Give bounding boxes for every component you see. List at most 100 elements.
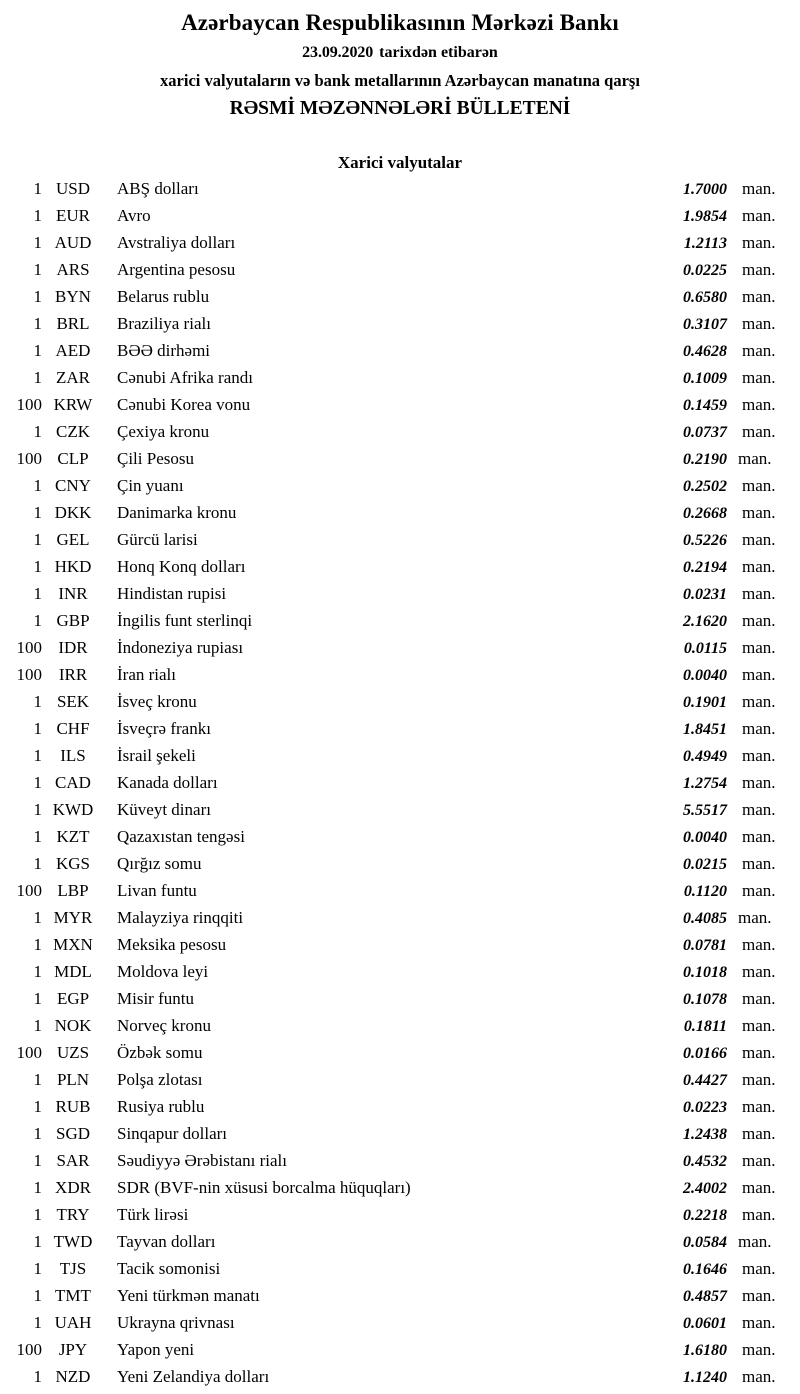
currency-unit-label: man. <box>742 341 776 360</box>
currency-unit-label: man. <box>742 800 776 819</box>
currency-unit-label: man. <box>742 935 776 954</box>
currency-quantity: 100 <box>16 1043 43 1062</box>
bulletin-heading: RƏSMİ MƏZƏNNƏLƏRİ BÜLLETENİ <box>229 98 571 119</box>
document-header: Azərbaycan Respublikasının Mərkəzi Bankı… <box>0 0 800 123</box>
currency-code: LBP <box>57 881 89 900</box>
table-row: 1 INR Hindistan rupisi 0.0231 man. <box>0 584 800 611</box>
currency-name: Avro <box>117 206 151 225</box>
currency-quantity: 1 <box>33 962 43 981</box>
currency-name: Malayziya rinqqiti <box>117 908 244 927</box>
currency-code: GEL <box>56 530 90 549</box>
currency-unit-label: man. <box>742 395 776 414</box>
currency-quantity: 1 <box>33 908 43 927</box>
currency-rate-value: 0.1120 <box>683 883 727 900</box>
currency-name: Qırğız somu <box>117 854 202 873</box>
table-row: 1 ZAR Cənubi Afrika randı 0.1009 man. <box>0 368 800 395</box>
currency-name: Avstraliya dolları <box>117 233 236 252</box>
currency-code: IRR <box>58 665 88 684</box>
currency-unit-label: man. <box>742 1313 776 1332</box>
currency-quantity: 1 <box>33 935 43 954</box>
table-row: 1 BRL Braziliya rialı 0.3107 man. <box>0 314 800 341</box>
currency-unit-label: man. <box>742 638 776 657</box>
currency-name: Özbək somu <box>117 1043 203 1062</box>
table-row: 1 XDR SDR (BVF-nin xüsusi borcalma hüquqla… <box>0 1178 800 1205</box>
currency-quantity: 1 <box>33 1286 43 1305</box>
bank-title: Azərbaycan Respublikasının Mərkəzi Bankı <box>181 10 619 35</box>
currency-unit-label: man. <box>742 260 776 279</box>
currency-rate-value: 0.6580 <box>683 289 727 306</box>
currency-name: BƏƏ dirhəmi <box>117 341 211 360</box>
currency-quantity: 1 <box>33 692 43 711</box>
table-row: 1 TRY Türk lirəsi 0.2218 man. <box>0 1205 800 1232</box>
currency-code: XDR <box>55 1178 91 1197</box>
currency-name: Moldova leyi <box>117 962 209 981</box>
currency-name: Türk lirəsi <box>117 1205 189 1224</box>
currency-unit-label: man. <box>742 314 776 333</box>
table-row: 1 HKD Honq Konq dolları 0.2194 man. <box>0 557 800 584</box>
currency-code: USD <box>55 179 90 198</box>
currency-quantity: 1 <box>33 773 43 792</box>
currency-code: MYR <box>53 908 93 927</box>
currency-quantity: 100 <box>16 638 43 657</box>
currency-code: BYN <box>55 287 91 306</box>
currency-quantity: 1 <box>33 557 43 576</box>
currency-unit-label: man. <box>742 773 776 792</box>
currency-code: SEK <box>56 692 90 711</box>
currency-unit-label: man. <box>742 368 776 387</box>
currency-unit-label: man. <box>742 1151 776 1170</box>
table-row: 1 MYR Malayziya rinqqiti 0.4085 man. <box>0 908 800 935</box>
table-row: 1 KWD Küveyt dinarı 5.5517 man. <box>0 800 800 827</box>
currency-quantity: 1 <box>33 287 43 306</box>
currency-name: SDR (BVF-nin xüsusi borcalma hüquqları) <box>117 1178 411 1197</box>
currency-quantity: 1 <box>33 1151 43 1170</box>
currency-code: MXN <box>53 935 93 954</box>
table-row: 1 USD ABŞ dolları 1.7000 man. <box>0 179 800 206</box>
currency-code: AED <box>55 341 91 360</box>
currency-name: Hindistan rupisi <box>117 584 227 603</box>
currency-code: RUB <box>55 1097 91 1116</box>
currency-quantity: 1 <box>33 746 43 765</box>
currency-quantity: 1 <box>33 476 43 495</box>
table-row: 1 NOK Norveç kronu 0.1811 man. <box>0 1016 800 1043</box>
table-row: 1 ILS İsrail şekeli 0.4949 man. <box>0 746 800 773</box>
currency-name: Meksika pesosu <box>117 935 227 954</box>
currency-code: JPY <box>58 1340 88 1359</box>
currency-name: Yeni türkmən manatı <box>117 1286 260 1305</box>
currency-code: DKK <box>54 503 92 522</box>
currency-unit-label: man. <box>742 1259 776 1278</box>
currency-name: Tayvan dolları <box>117 1232 216 1251</box>
exchange-rates-body: 1 USD ABŞ dolları 1.7000 man. 1 EUR Avro 1.9854 m… <box>0 179 800 1394</box>
currency-unit-label: man. <box>742 827 776 846</box>
currency-name: Belarus rublu <box>117 287 210 306</box>
currency-unit-label: man. <box>742 962 776 981</box>
currency-rate-value: 2.1620 <box>683 613 727 630</box>
currency-unit-label: man. <box>742 287 776 306</box>
currency-name: Norveç kronu <box>117 1016 211 1035</box>
currency-name: İndoneziya rupiası <box>117 638 244 657</box>
currency-rate-value: 0.2668 <box>683 505 727 522</box>
currency-name: Cənubi Korea vonu <box>117 395 251 414</box>
currency-rate-value: 0.1009 <box>683 370 727 387</box>
currency-code: UZS <box>56 1043 90 1062</box>
currency-code: KRW <box>53 395 93 414</box>
currency-unit-label: man. <box>742 881 776 900</box>
currency-code: KGS <box>55 854 90 873</box>
currency-unit-label: man. <box>742 1286 776 1305</box>
currency-quantity: 100 <box>16 881 43 900</box>
table-row: 1 AED BƏƏ dirhəmi 0.4628 man. <box>0 341 800 368</box>
currency-rate-value: 0.0584 <box>683 1234 727 1251</box>
table-row: 1 CZK Çexiya kronu 0.0737 man. <box>0 422 800 449</box>
currency-quantity: 1 <box>33 1178 43 1197</box>
table-row: 1 UAH Ukrayna qrivnası 0.0601 man. <box>0 1313 800 1340</box>
currency-quantity: 1 <box>33 1232 43 1251</box>
table-row: 1 EGP Misir funtu 0.1078 man. <box>0 989 800 1016</box>
currency-code: TRY <box>56 1205 90 1224</box>
currency-rate-value: 0.3107 <box>683 316 727 333</box>
currency-name: Sinqapur dolları <box>117 1124 228 1143</box>
currency-quantity: 1 <box>33 368 43 387</box>
currency-code: SGD <box>55 1124 90 1143</box>
currency-rate-value: 1.6180 <box>683 1342 727 1359</box>
currency-code: IDR <box>58 638 88 657</box>
currency-unit-label: man. <box>742 1043 776 1062</box>
currency-unit-label: man. <box>738 449 772 468</box>
